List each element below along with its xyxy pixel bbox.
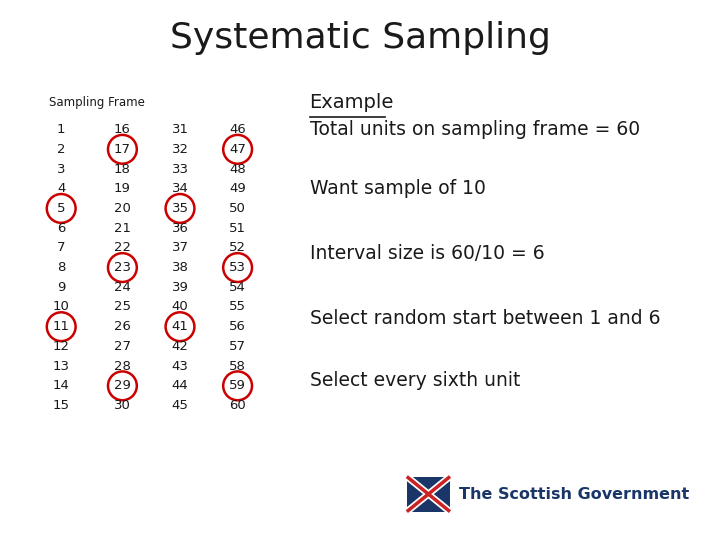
Text: 5: 5 <box>57 202 66 215</box>
Text: 15: 15 <box>53 399 70 412</box>
Text: 33: 33 <box>171 163 189 176</box>
Text: 42: 42 <box>171 340 189 353</box>
Text: 4: 4 <box>57 182 66 195</box>
Text: 40: 40 <box>171 300 189 314</box>
Text: 53: 53 <box>229 261 246 274</box>
Text: 30: 30 <box>114 399 131 412</box>
Text: 50: 50 <box>229 202 246 215</box>
Text: 7: 7 <box>57 241 66 254</box>
Text: Interval size is 60/10 = 6: Interval size is 60/10 = 6 <box>310 244 544 264</box>
Text: 21: 21 <box>114 221 131 235</box>
Text: 8: 8 <box>57 261 66 274</box>
Text: 26: 26 <box>114 320 131 333</box>
Text: 9: 9 <box>57 281 66 294</box>
Text: 47: 47 <box>229 143 246 156</box>
Text: 51: 51 <box>229 221 246 235</box>
Text: 28: 28 <box>114 360 131 373</box>
Text: 45: 45 <box>171 399 189 412</box>
Text: 20: 20 <box>114 202 131 215</box>
Text: 41: 41 <box>171 320 189 333</box>
Text: 36: 36 <box>171 221 189 235</box>
Text: Example: Example <box>310 93 394 112</box>
Text: 37: 37 <box>171 241 189 254</box>
Text: 23: 23 <box>114 261 131 274</box>
Text: 11: 11 <box>53 320 70 333</box>
Text: 49: 49 <box>229 182 246 195</box>
Text: 58: 58 <box>229 360 246 373</box>
Text: Select every sixth unit: Select every sixth unit <box>310 371 520 390</box>
Text: 3: 3 <box>57 163 66 176</box>
Text: 59: 59 <box>229 379 246 393</box>
Text: 60: 60 <box>229 399 246 412</box>
Text: 34: 34 <box>171 182 189 195</box>
Text: 39: 39 <box>171 281 189 294</box>
Text: 46: 46 <box>229 123 246 136</box>
Text: 32: 32 <box>171 143 189 156</box>
Text: 6: 6 <box>57 221 66 235</box>
Bar <box>407 476 450 512</box>
Text: 55: 55 <box>229 300 246 314</box>
Text: Sampling Frame: Sampling Frame <box>49 96 145 109</box>
Text: Total units on sampling frame = 60: Total units on sampling frame = 60 <box>310 120 640 139</box>
Text: 48: 48 <box>229 163 246 176</box>
Text: 29: 29 <box>114 379 131 393</box>
Text: 43: 43 <box>171 360 189 373</box>
Text: 12: 12 <box>53 340 70 353</box>
Text: 52: 52 <box>229 241 246 254</box>
Text: 24: 24 <box>114 281 131 294</box>
Text: 10: 10 <box>53 300 70 314</box>
Text: 16: 16 <box>114 123 131 136</box>
Text: 2: 2 <box>57 143 66 156</box>
Text: 14: 14 <box>53 379 70 393</box>
Text: 1: 1 <box>57 123 66 136</box>
Text: Want sample of 10: Want sample of 10 <box>310 179 485 199</box>
Text: Select random start between 1 and 6: Select random start between 1 and 6 <box>310 309 660 328</box>
Text: 22: 22 <box>114 241 131 254</box>
Text: The Scottish Government: The Scottish Government <box>459 487 689 502</box>
Text: 35: 35 <box>171 202 189 215</box>
Text: 18: 18 <box>114 163 131 176</box>
Text: 13: 13 <box>53 360 70 373</box>
Text: 19: 19 <box>114 182 131 195</box>
Text: Systematic Sampling: Systematic Sampling <box>170 21 550 55</box>
Text: 17: 17 <box>114 143 131 156</box>
Text: 25: 25 <box>114 300 131 314</box>
Text: 38: 38 <box>171 261 189 274</box>
Text: 57: 57 <box>229 340 246 353</box>
Text: 56: 56 <box>229 320 246 333</box>
Text: 27: 27 <box>114 340 131 353</box>
Text: 54: 54 <box>229 281 246 294</box>
Text: 44: 44 <box>171 379 189 393</box>
Text: 31: 31 <box>171 123 189 136</box>
